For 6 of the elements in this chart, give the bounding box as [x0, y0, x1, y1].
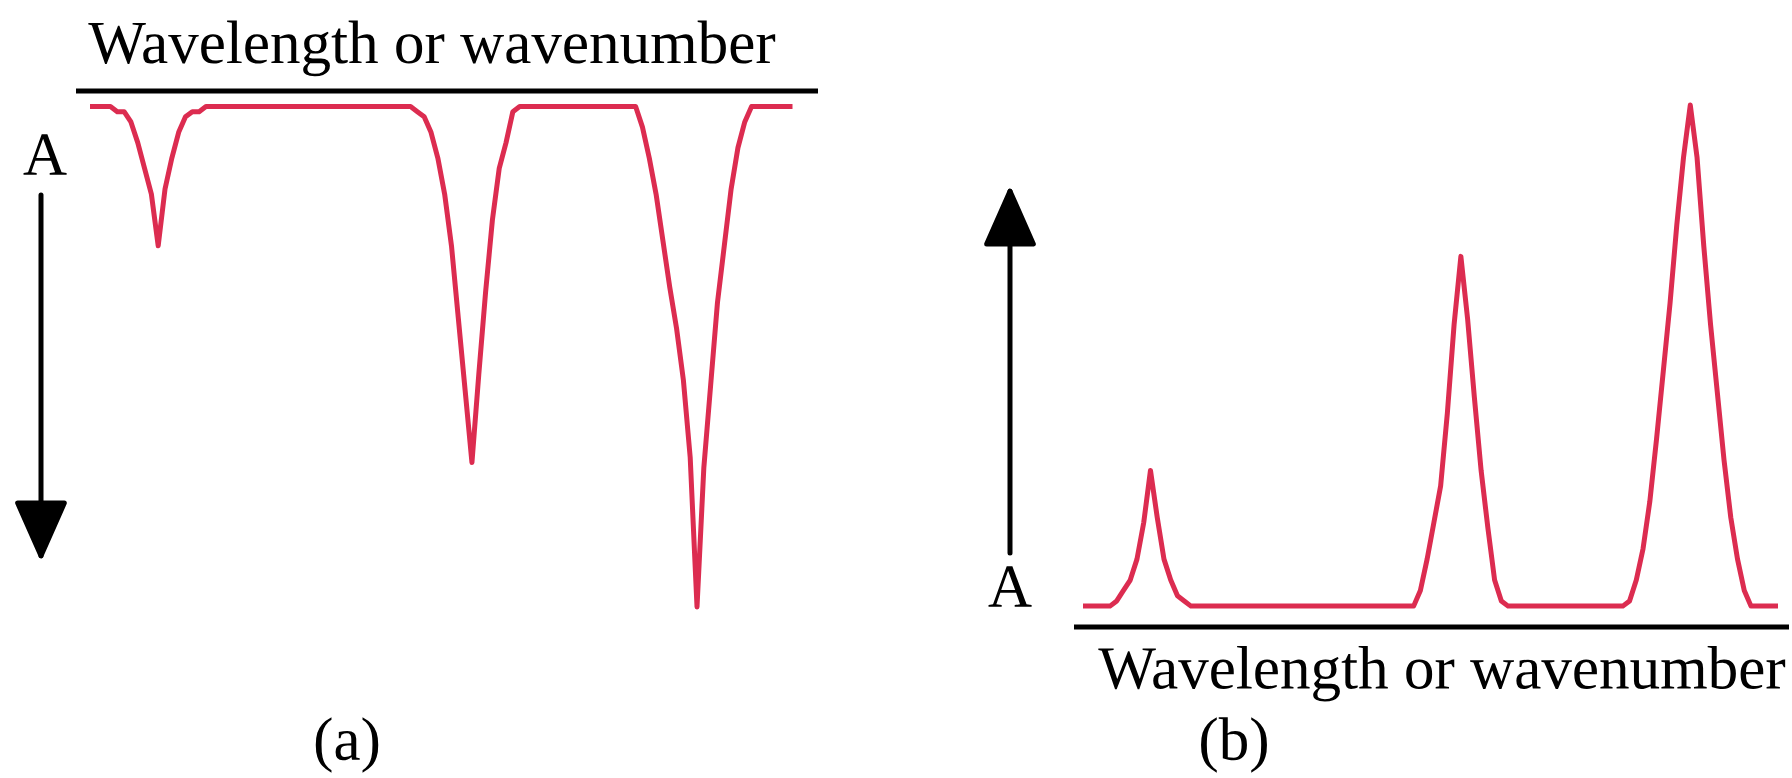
y-axis-title: A — [23, 134, 67, 175]
y-axis-title: A — [988, 566, 1032, 607]
text: (a) — [315, 717, 379, 773]
x-axis-title: Wavelength or wavenumber — [1098, 646, 1786, 702]
text: (b) — [1201, 717, 1267, 773]
x-axis-title: Wavelength or wavenumber — [88, 20, 776, 77]
